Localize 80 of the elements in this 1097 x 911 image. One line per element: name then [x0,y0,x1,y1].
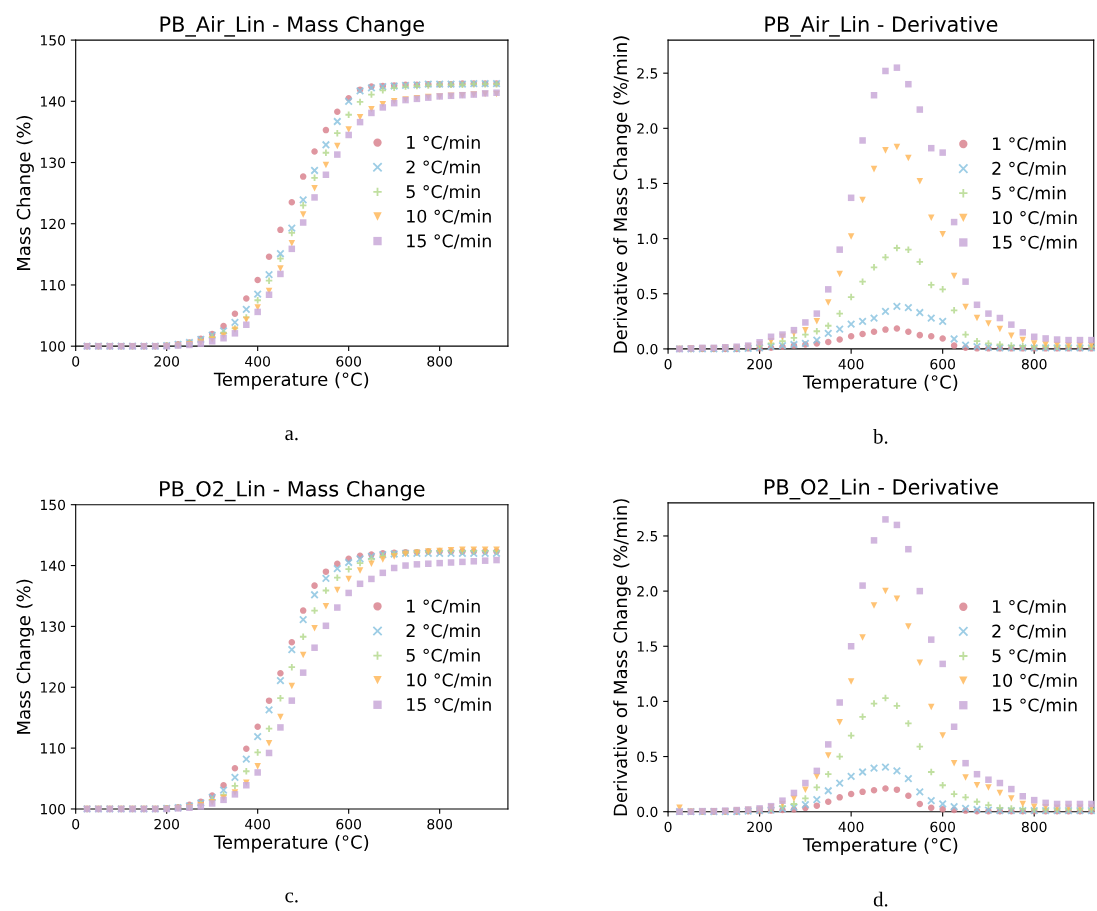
y-axis-title: Derivative of Mass Change (%/min) [613,36,631,353]
x-tick-label: 800 [427,818,452,830]
x-tick-label: 200 [747,821,772,833]
legend-label: 1 °C/min [407,135,480,151]
legend-label: 2 °C/min [406,160,480,175]
y-tick-label: 120 [40,218,66,230]
y-tick-label: 0.5 [637,288,658,300]
legend-label: 10 °C/min [407,673,491,688]
text: a. [285,430,298,441]
legend-label: 1 °C/min [407,599,480,614]
chart-title: PB_Air_Lin - Mass Change [160,15,424,37]
y-tick-label: 130 [40,621,66,632]
legend-label: 1 °C/min [992,136,1066,152]
y-tick-label: 110 [40,279,66,291]
x-tick-label: 400 [838,358,864,370]
chart-title: PB_O2_Lin - Mass Change [160,480,425,502]
x-tick-label: 800 [427,356,452,367]
legend-label: 10 °C/min [407,209,491,225]
legend-label: 10 °C/min [992,673,1077,689]
x-tick-label: 400 [838,821,864,833]
y-tick-label: 1.5 [637,178,658,189]
x-tick-label: 0 [72,356,80,367]
x-tick-label: 600 [336,356,362,367]
legend-label: 5 °C/min [406,184,480,200]
y-tick-label: 0.0 [637,343,658,355]
x-tick-label: 400 [245,356,271,367]
text: b. [873,429,888,444]
legend-label: 2 °C/min [406,623,480,639]
chart-title: PB_O2_Lin - Derivative [764,478,998,500]
x-tick-label: 400 [245,818,271,830]
x-tick-label: 0 [72,818,80,830]
legend-label: 2 °C/min [992,624,1066,640]
legend-label: 5 °C/min [992,648,1066,664]
y-tick-label: 140 [40,96,66,107]
y-tick-label: 100 [40,341,66,352]
x-tick-label: 800 [1021,821,1047,833]
x-tick-label: 600 [930,821,956,833]
x-tick-label: 800 [1021,358,1047,370]
y-tick-label: 2.0 [637,586,658,597]
x-axis-title: Temperature (°C) [213,372,369,390]
y-tick-label: 100 [40,803,66,815]
y-tick-label: 130 [40,157,66,168]
text: c. [285,892,298,903]
y-tick-label: 2.5 [637,68,658,79]
x-axis-title: Temperature (°C) [213,834,369,853]
y-tick-label: 2.5 [637,530,658,542]
y-tick-label: 0.5 [637,751,658,763]
x-axis-title: Temperature (°C) [802,374,958,393]
y-tick-label: 1.0 [637,696,658,707]
y-tick-label: 110 [40,743,66,754]
x-axis-title: Temperature (°C) [802,837,958,856]
y-tick-label: 120 [40,682,66,693]
y-axis-title: Mass Change (%) [16,116,34,271]
legend-label: 15 °C/min [992,235,1077,251]
x-tick-label: 0 [664,358,672,370]
legend-label: 10 °C/min [992,210,1077,226]
legend-label: 1 °C/min [992,599,1066,615]
y-tick-label: 140 [40,560,66,572]
y-tick-label: 1.5 [637,641,658,652]
x-tick-label: 200 [747,358,772,370]
x-tick-label: 200 [154,356,180,367]
legend-label: 15 °C/min [407,233,491,249]
y-tick-label: 1.0 [637,233,658,245]
legend-label: 15 °C/min [407,697,491,713]
legend-label: 5 °C/min [406,648,480,664]
y-axis-title: Derivative of Mass Change (%/min) [613,499,631,816]
y-tick-label: 150 [40,499,66,511]
legend-label: 15 °C/min [992,698,1077,713]
text: d. [873,891,888,907]
legend-label: 2 °C/min [992,161,1066,177]
x-tick-label: 600 [930,358,956,370]
x-tick-label: 600 [336,818,362,830]
chart-title: PB_Air_Lin - Derivative [765,15,998,37]
y-tick-label: 150 [40,35,66,46]
y-axis-title: Mass Change (%) [16,579,34,734]
legend-label: 5 °C/min [992,186,1066,201]
x-tick-label: 0 [664,821,672,833]
y-tick-label: 2.0 [637,123,658,134]
x-tick-label: 200 [154,818,180,830]
y-tick-label: 0.0 [637,806,658,818]
